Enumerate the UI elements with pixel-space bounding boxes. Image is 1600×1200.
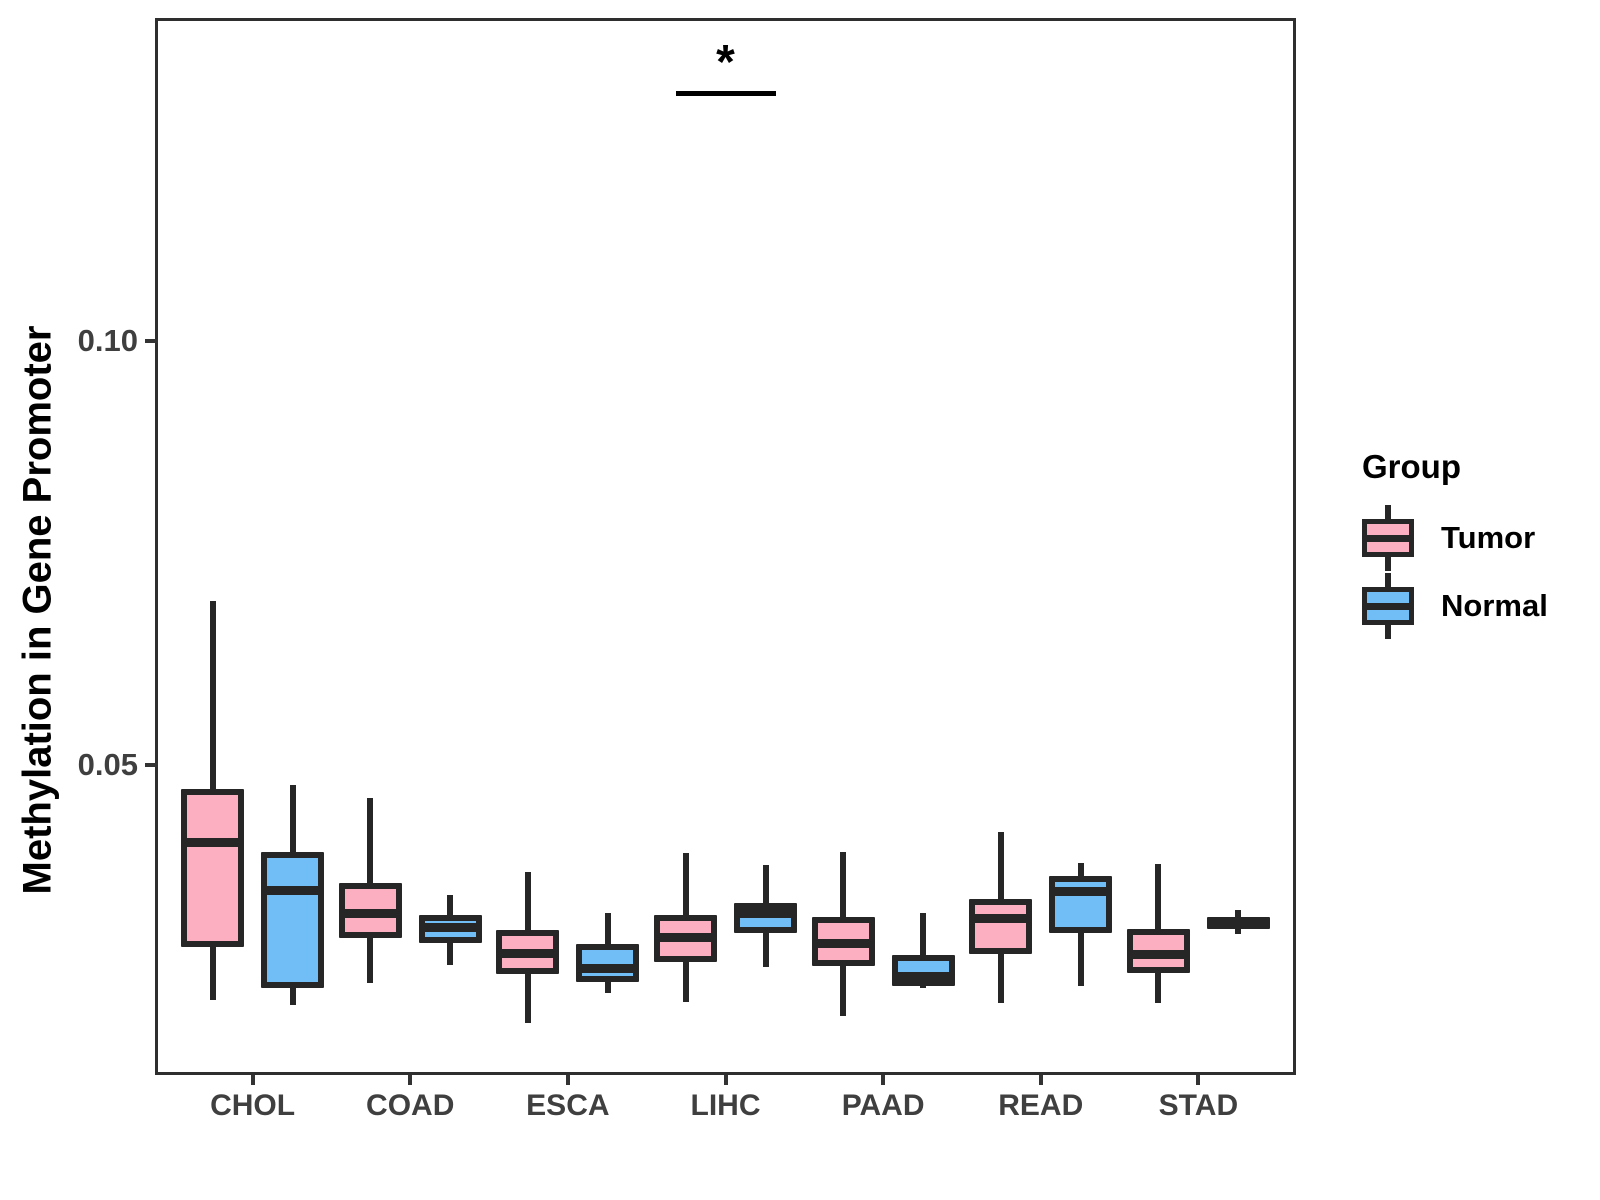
legend: Group Tumor Normal xyxy=(1362,448,1548,640)
median-line-tumor-read xyxy=(969,913,1033,923)
median-line-tumor-coad xyxy=(338,909,402,919)
legend-key-whisker xyxy=(1385,505,1391,521)
legend-entry-label: Tumor xyxy=(1441,520,1536,555)
x-tick-label-read: READ xyxy=(998,1089,1084,1122)
median-line-normal-coad xyxy=(418,922,482,932)
median-line-normal-stad xyxy=(1206,918,1270,928)
box-tumor-chol xyxy=(181,788,245,948)
median-line-tumor-chol xyxy=(181,838,245,848)
x-tick-mark xyxy=(565,1075,570,1085)
box-normal-esca xyxy=(576,943,640,983)
boxplot-key-icon xyxy=(1362,573,1414,639)
median-line-tumor-esca xyxy=(496,949,560,959)
median-line-normal-paad xyxy=(891,972,955,982)
legend-entry-normal: Normal xyxy=(1362,572,1548,640)
significance-line xyxy=(675,90,776,96)
box-normal-paad xyxy=(891,954,955,987)
x-tick-label-chol: CHOL xyxy=(210,1089,296,1122)
legend-key-whisker xyxy=(1385,573,1391,589)
legend-key-whisker xyxy=(1385,555,1391,571)
legend-key-median xyxy=(1362,535,1414,542)
box-normal-read xyxy=(1049,876,1113,933)
legend-entry-tumor: Tumor xyxy=(1362,504,1548,572)
x-tick-label-coad: COAD xyxy=(366,1089,455,1122)
box-tumor-read xyxy=(969,898,1033,955)
x-tick-label-esca: ESCA xyxy=(526,1089,610,1122)
plot-area xyxy=(158,21,1293,1072)
x-tick-label-paad: PAAD xyxy=(841,1089,925,1122)
legend-title: Group xyxy=(1362,448,1461,485)
whisker-normal-paad xyxy=(920,913,927,988)
x-tick-mark xyxy=(250,1075,255,1085)
significance-asterisk: * xyxy=(716,35,735,89)
legend-entry-label: Normal xyxy=(1441,588,1548,623)
x-tick-mark xyxy=(408,1075,413,1085)
median-line-tumor-stad xyxy=(1126,950,1190,960)
median-line-tumor-paad xyxy=(811,939,875,949)
legend-key-median xyxy=(1362,603,1414,610)
median-line-normal-read xyxy=(1049,887,1113,897)
x-tick-mark xyxy=(881,1075,886,1085)
box-normal-chol xyxy=(261,852,325,989)
x-tick-label-lihc: LIHC xyxy=(690,1089,761,1122)
median-line-normal-lihc xyxy=(734,908,797,918)
median-line-tumor-lihc xyxy=(654,933,717,943)
legend-key-whisker xyxy=(1385,623,1391,639)
x-tick-mark xyxy=(1038,1075,1043,1085)
boxplot-key-icon xyxy=(1362,505,1414,571)
legend-entries: Tumor Normal xyxy=(1362,504,1548,640)
y-axis-title: Methylation in Gene Promoter xyxy=(15,325,60,895)
median-line-normal-esca xyxy=(576,963,640,973)
x-tick-label-stad: STAD xyxy=(1158,1089,1239,1122)
box-normal-lihc xyxy=(734,903,797,933)
x-tick-mark xyxy=(1196,1075,1201,1085)
x-tick-mark xyxy=(723,1075,728,1085)
median-line-normal-chol xyxy=(261,885,325,895)
